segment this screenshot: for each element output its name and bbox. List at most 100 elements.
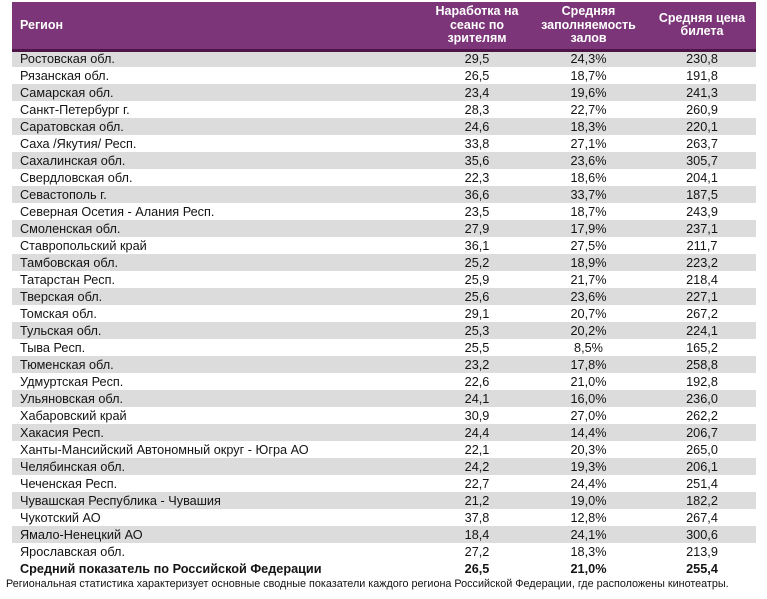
value-cell: 192,8	[686, 374, 718, 389]
region-cell: Ханты-Мансийский Автономный округ - Югра…	[20, 442, 309, 457]
value-cell: 206,1	[686, 459, 718, 474]
column-header-region: Регион	[12, 2, 425, 52]
region-cell: Тыва Респ.	[20, 340, 86, 355]
table-row: Ульяновская обл. 24,1 16,0% 236,0	[12, 390, 756, 407]
value-cell: 25,2	[464, 255, 490, 270]
value-cell: 204,1	[686, 170, 718, 185]
value-cell: 28,3	[464, 102, 490, 117]
value-cell: 243,9	[686, 204, 718, 219]
value-cell: 165,2	[686, 340, 718, 355]
value-cell: 20,3%	[570, 442, 607, 457]
value-cell: 260,9	[686, 102, 718, 117]
value-cell: 218,4	[686, 272, 718, 287]
value-cell: 29,1	[464, 306, 490, 321]
table-row: Ростовская обл. 29,5 24,3% 230,8	[12, 50, 756, 67]
value-cell: 21,0%	[570, 561, 607, 576]
value-cell: 18,3%	[570, 544, 607, 559]
footnote: Региональная статистика характеризует ос…	[6, 578, 729, 590]
value-cell: 24,4	[464, 425, 490, 440]
table-body: Ростовская обл. 29,5 24,3% 230,8 Рязанская о…	[12, 50, 756, 577]
value-cell: 251,4	[686, 476, 718, 491]
value-cell: 23,6%	[570, 289, 607, 304]
value-cell: 20,7%	[570, 306, 607, 321]
value-cell: 18,7%	[570, 68, 607, 83]
table-row: Тюменская обл. 23,2 17,8% 258,8	[12, 356, 756, 373]
value-cell: 27,5%	[570, 238, 607, 253]
region-cell: Татарстан Респ.	[20, 272, 116, 287]
value-cell: 23,4	[464, 85, 490, 100]
value-cell: 18,6%	[570, 170, 607, 185]
value-cell: 213,9	[686, 544, 718, 559]
region-cell: Сахалинская обл.	[20, 153, 126, 168]
value-cell: 236,0	[686, 391, 718, 406]
region-stats-table: Регион Наработка на сеанс по зрителям Ср…	[12, 2, 756, 577]
header-row: Регион Наработка на сеанс по зрителям Ср…	[12, 2, 756, 52]
value-cell: 17,8%	[570, 357, 607, 372]
region-cell: Ямало-Ненецкий АО	[20, 527, 143, 542]
region-cell: Тюменская обл.	[20, 357, 114, 372]
value-cell: 23,5	[464, 204, 490, 219]
table-row: Татарстан Респ. 25,9 21,7% 218,4	[12, 271, 756, 288]
table-row: Челябинская обл. 24,2 19,3% 206,1	[12, 458, 756, 475]
region-stats-table-container: Регион Наработка на сеанс по зрителям Ср…	[12, 2, 756, 577]
region-cell: Саха /Якутия/ Респ.	[20, 136, 137, 151]
table-row: Севастополь г. 36,6 33,7% 187,5	[12, 186, 756, 203]
value-cell: 25,6	[464, 289, 490, 304]
value-cell: 237,1	[686, 221, 718, 236]
column-header-sessions-per-viewer: Наработка на сеанс по зрителям	[425, 2, 529, 52]
value-cell: 262,2	[686, 408, 718, 423]
value-cell: 22,3	[464, 170, 490, 185]
region-cell: Севастополь г.	[20, 187, 107, 202]
table-row: Тульская обл. 25,3 20,2% 224,1	[12, 322, 756, 339]
table-row: Смоленская обл. 27,9 17,9% 237,1	[12, 220, 756, 237]
value-cell: 21,2	[464, 493, 490, 508]
table-row: Хабаровский край 30,9 27,0% 262,2	[12, 407, 756, 424]
value-cell: 22,7	[464, 476, 490, 491]
region-cell: Челябинская обл.	[20, 459, 126, 474]
value-cell: 36,6	[464, 187, 490, 202]
value-cell: 14,4%	[570, 425, 607, 440]
value-cell: 16,0%	[570, 391, 607, 406]
value-cell: 24,3%	[570, 52, 607, 67]
region-cell: Свердловская обл.	[20, 170, 133, 185]
table-row: Тамбовская обл. 25,2 18,9% 223,2	[12, 254, 756, 271]
table-row: Свердловская обл. 22,3 18,6% 204,1	[12, 169, 756, 186]
region-cell: Хабаровский край	[20, 408, 127, 423]
value-cell: 20,2%	[570, 323, 607, 338]
table-row: Тверская обл. 25,6 23,6% 227,1	[12, 288, 756, 305]
region-cell: Чукотский АО	[20, 510, 101, 525]
value-cell: 265,0	[686, 442, 718, 457]
value-cell: 211,7	[686, 238, 718, 253]
value-cell: 24,6	[464, 119, 490, 134]
table-row: Чукотский АО 37,8 12,8% 267,4	[12, 509, 756, 526]
region-cell: Саратовская обл.	[20, 119, 124, 134]
value-cell: 263,7	[686, 136, 718, 151]
table-row: Ханты-Мансийский Автономный округ - Югра…	[12, 441, 756, 458]
value-cell: 25,5	[464, 340, 490, 355]
value-cell: 19,3%	[570, 459, 607, 474]
table-row: Рязанская обл. 26,5 18,7% 191,8	[12, 67, 756, 84]
total-row: Средний показатель по Российской Федерац…	[12, 560, 756, 577]
value-cell: 19,6%	[570, 85, 607, 100]
table-row: Томская обл. 29,1 20,7% 267,2	[12, 305, 756, 322]
value-cell: 27,0%	[570, 408, 607, 423]
region-cell: Северная Осетия - Алания Респ.	[20, 204, 215, 219]
value-cell: 8,5%	[574, 340, 603, 355]
region-cell: Чувашская Республика - Чувашия	[20, 493, 221, 508]
value-cell: 17,9%	[570, 221, 607, 236]
value-cell: 191,8	[686, 68, 718, 83]
region-cell: Ростовская обл.	[20, 52, 115, 67]
region-cell: Ставропольский край	[20, 238, 147, 253]
table-row: Чувашская Республика - Чувашия 21,2 19,0% 1…	[12, 492, 756, 509]
table-row: Удмуртская Респ. 22,6 21,0% 192,8	[12, 373, 756, 390]
value-cell: 35,6	[464, 153, 490, 168]
value-cell: 26,5	[464, 561, 490, 576]
value-cell: 187,5	[686, 187, 718, 202]
value-cell: 267,4	[686, 510, 718, 525]
region-cell: Тверская обл.	[20, 289, 103, 304]
value-cell: 24,4%	[570, 476, 607, 491]
region-cell: Самарская обл.	[20, 85, 114, 100]
value-cell: 21,0%	[570, 374, 607, 389]
value-cell: 21,7%	[570, 272, 607, 287]
value-cell: 224,1	[686, 323, 718, 338]
